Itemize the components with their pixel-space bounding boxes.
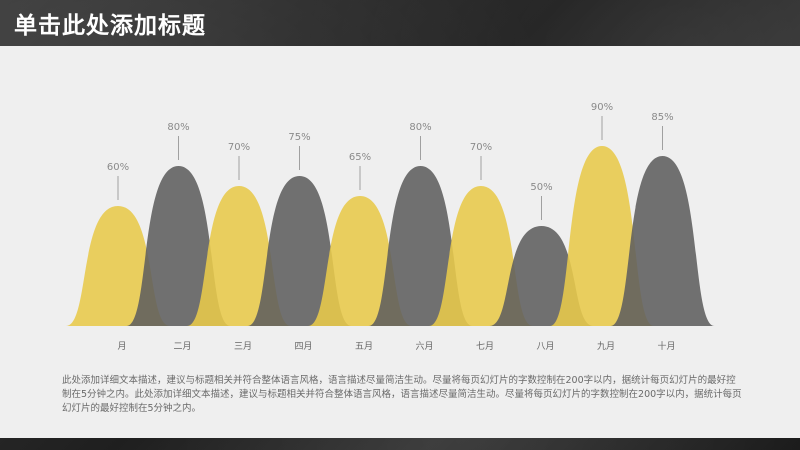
value-label-9: 90% [591, 102, 613, 113]
month-label-8: 八月 [536, 341, 554, 352]
month-label-7: 七月 [476, 341, 494, 352]
mountain-10 [610, 156, 715, 326]
month-label-1: 月 [117, 341, 126, 352]
month-label-2: 二月 [173, 341, 191, 352]
description-text: 此处添加详细文本描述，建议与标题相关并符合整体语言风格，语言描述尽量简洁生动。尽… [62, 375, 742, 414]
value-label-7: 70% [470, 142, 492, 153]
month-label-5: 五月 [355, 341, 373, 352]
month-label-4: 四月 [294, 341, 312, 352]
page-title: 单击此处添加标题 [14, 13, 206, 39]
value-label-10: 85% [651, 112, 673, 123]
value-label-8: 50% [530, 182, 552, 193]
month-label-9: 九月 [597, 341, 615, 352]
month-label-3: 三月 [234, 341, 252, 352]
value-label-1: 60% [107, 162, 129, 173]
month-label-6: 六月 [415, 340, 433, 352]
month-label-10: 十月 [657, 340, 675, 352]
value-label-4: 75% [288, 132, 310, 143]
value-label-3: 70% [228, 142, 250, 153]
value-label-2: 80% [167, 122, 189, 133]
value-label-6: 80% [409, 122, 431, 133]
value-label-5: 65% [349, 152, 371, 163]
